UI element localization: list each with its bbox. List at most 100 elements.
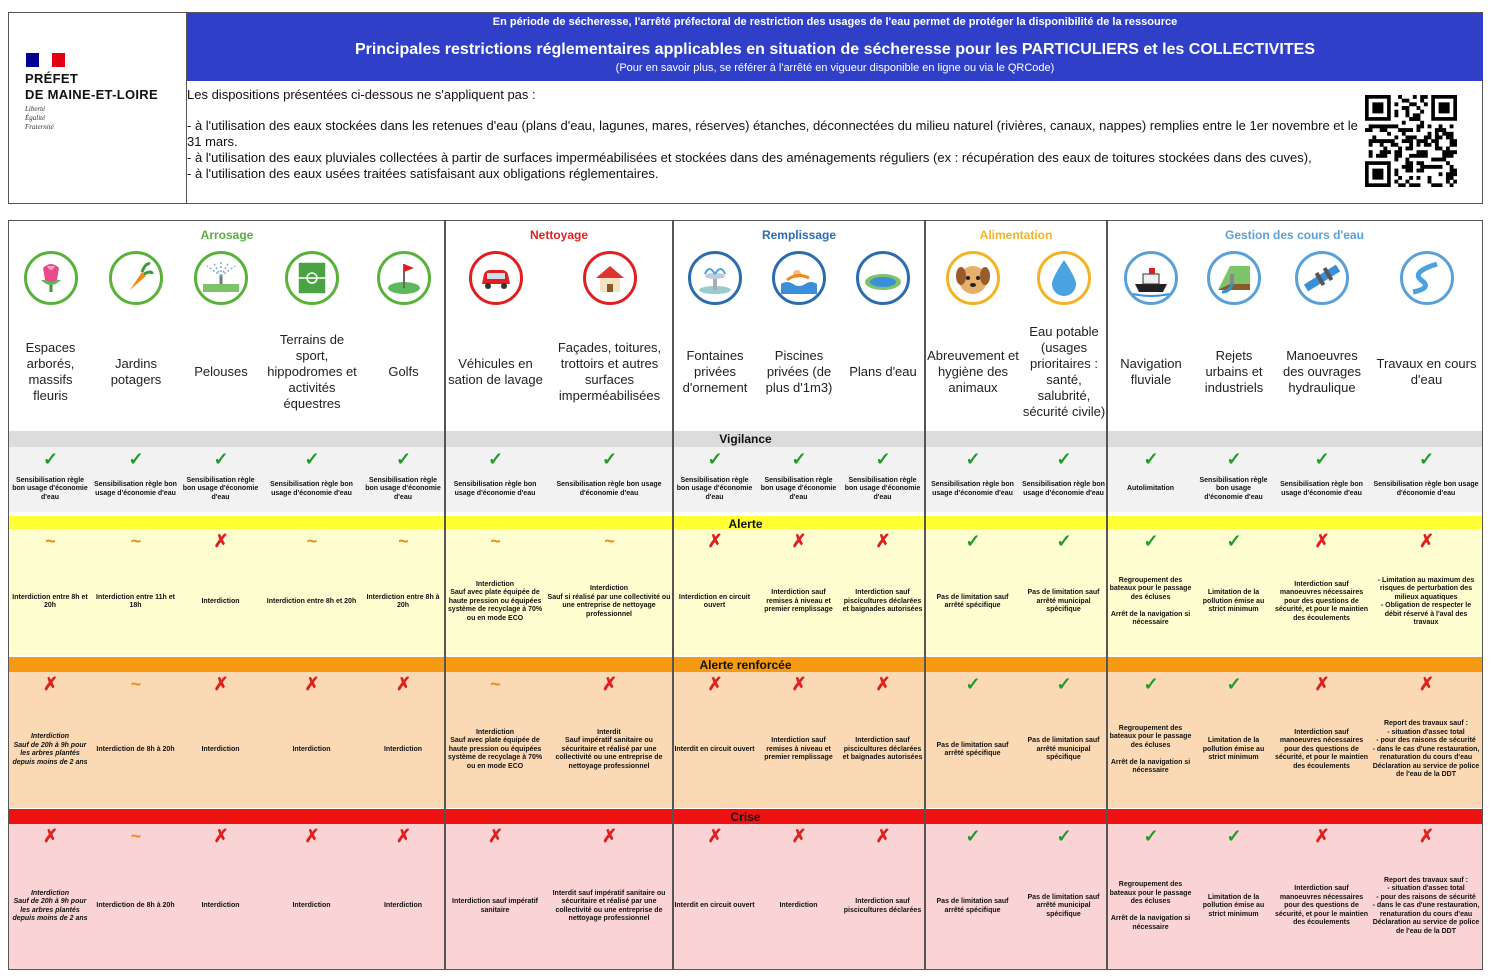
cell-note: Interdiction: [383, 745, 423, 753]
level-title: Vigilance: [719, 432, 772, 446]
column-label: Façades, toitures, trottoirs et autres s…: [557, 340, 662, 403]
flower-icon: [23, 251, 78, 305]
cell-note: Interdiction sauf manoeuvres nécessaires…: [1275, 580, 1368, 622]
ship-icon: [1124, 251, 1178, 305]
level-row: [9, 529, 1482, 655]
cross-icon: ✗: [875, 826, 891, 846]
cross-icon: ✗: [601, 826, 618, 846]
cell-note: Interdiction: [201, 902, 240, 910]
cell-note: Interdit en circuit ouvert: [674, 902, 755, 910]
qr-code-icon[interactable]: [1365, 95, 1458, 188]
cell-note: Regroupement des bateaux pour le passage…: [1109, 724, 1192, 775]
cell-note: Interdit en circuit ouvert: [674, 745, 755, 753]
group-divider: [1106, 221, 1108, 969]
check-icon: ✓: [1056, 826, 1072, 846]
header-panel: PRÉFET DE MAINE-ET-LOIRE Liberté Égalité…: [8, 12, 1483, 204]
cell-note: Sensibilisation règle bon usage d'économ…: [760, 476, 837, 501]
title-banner: En période de sécheresse, l'arrêté préfe…: [187, 13, 1483, 81]
tilde-icon: ~: [490, 531, 501, 551]
check-icon: ✓: [1226, 449, 1242, 469]
level-row: [9, 447, 1482, 512]
cell-note: Sensibilisation règle bon usage d'économ…: [453, 481, 537, 497]
check-icon: ✓: [1143, 826, 1159, 846]
column-label: Fontaines privées d'ornement: [682, 348, 748, 395]
cell-note: Interdiction Sauf avec plate équipée de …: [447, 728, 543, 770]
check-icon: ✓: [791, 449, 807, 469]
check-icon: ✓: [601, 449, 618, 469]
cell-note: Sensibilisation règle bon usage d'économ…: [12, 476, 88, 501]
cell-note: Pas de limitation sauf arrêté municipal …: [1027, 893, 1100, 918]
sports-field-icon: [285, 251, 339, 305]
cell-note: Report des travaux sauf : - situation d'…: [1372, 876, 1480, 935]
group-divider: [672, 221, 674, 969]
cell-note: Interdiction: [779, 902, 818, 910]
column-label: Golfs: [388, 364, 419, 379]
car-icon: [468, 251, 523, 305]
cell-note: Interdiction sauf piscicultures déclarée…: [842, 589, 923, 614]
level-title: Crise: [730, 810, 761, 824]
cell-note: Interdiction: [292, 745, 331, 753]
cross-icon: ✗: [42, 826, 59, 846]
check-icon: ✓: [1314, 449, 1330, 469]
check-icon: ✓: [128, 449, 144, 469]
cell-note: Interdiction Sauf de 20h à 9h pour les a…: [12, 889, 88, 923]
restrictions-table: Arrosage Nettoyage Remplissage Alimentation…: [8, 220, 1483, 970]
intro-item: - à l'utilisation des eaux pluviales col…: [187, 150, 1312, 165]
cell-note: Sensibilisation règle bon usage d'économ…: [844, 476, 921, 501]
cell-note: Interdiction sauf manoeuvres nécessaires…: [1275, 885, 1368, 927]
cross-icon: ✗: [1314, 674, 1330, 694]
cell-note: Interdiction entre 8h et 20h: [266, 597, 357, 605]
check-icon: ✓: [1056, 674, 1072, 694]
check-icon: ✓: [965, 674, 981, 694]
cross-icon: ✗: [395, 674, 412, 694]
river-icon: [1399, 251, 1454, 305]
golf-flag-icon: [376, 251, 431, 305]
cross-icon: ✗: [707, 674, 723, 694]
cell-note: Interdiction de 8h à 20h: [96, 902, 175, 910]
group-divider: [444, 221, 446, 969]
cell-note: Interdiction: [201, 745, 240, 753]
cell-note: Sensibilisation règle bon usage d'économ…: [270, 481, 353, 497]
category-title: Gestion des cours d'eau: [1225, 228, 1364, 242]
tilde-icon: ~: [130, 674, 142, 694]
group-divider: [924, 221, 926, 969]
category-title: Alimentation: [979, 228, 1053, 242]
cell-note: Interdiction Sauf si réalisé par une col…: [547, 585, 671, 618]
cell-note: Interdiction sauf remises à niveau et pr…: [764, 737, 833, 762]
logo-motto: Liberté Égalité Fraternité: [25, 105, 54, 131]
check-icon: ✓: [1056, 531, 1072, 551]
level-row: [9, 824, 1482, 969]
check-icon: ✓: [42, 449, 59, 469]
cross-icon: ✗: [1418, 826, 1435, 846]
column-label: Navigation fluviale: [1120, 356, 1182, 387]
column-label: Terrains de sport, hippodromes et activi…: [267, 332, 357, 411]
tilde-icon: ~: [130, 826, 142, 846]
column-label: Pelouses: [194, 364, 248, 379]
tilde-icon: ~: [398, 531, 409, 551]
carrot-icon: [109, 251, 163, 305]
column-label: Véhicules en sation de lavage: [448, 356, 543, 387]
cross-icon: ✗: [213, 531, 229, 551]
tilde-icon: ~: [604, 531, 615, 551]
cell-note: Pas de limitation sauf arrêté municipal …: [1027, 589, 1100, 614]
check-icon: ✓: [1143, 674, 1159, 694]
cross-icon: ✗: [42, 674, 59, 694]
tilde-icon: ~: [130, 531, 142, 551]
cell-note: Interdiction sauf impératif sanitaire: [452, 898, 538, 914]
water-drop-icon: [1037, 251, 1091, 305]
cross-icon: ✗: [875, 674, 891, 694]
cell-note: Interdiction Sauf avec plate équipée de …: [447, 580, 543, 622]
intro-item: - à l'utilisation des eaux usées traitée…: [187, 166, 659, 181]
cross-icon: ✗: [1418, 674, 1435, 694]
check-icon: ✓: [395, 449, 412, 469]
cross-icon: ✗: [1418, 531, 1435, 551]
check-icon: ✓: [1056, 449, 1072, 469]
check-icon: ✓: [965, 826, 981, 846]
cell-note: Limitation de la pollution émise au stri…: [1202, 737, 1265, 762]
level-title: Alerte: [728, 517, 763, 531]
column-label: Travaux en cours d'eau: [1376, 356, 1477, 387]
cell-note: - Limitation au maximum des risques de p…: [1377, 576, 1475, 627]
cell-note: Sensibilisation règle bon usage d'économ…: [182, 476, 259, 501]
cell-note: Interdit Sauf impératif sanitaire ou séc…: [555, 728, 663, 770]
cross-icon: ✗: [791, 674, 807, 694]
